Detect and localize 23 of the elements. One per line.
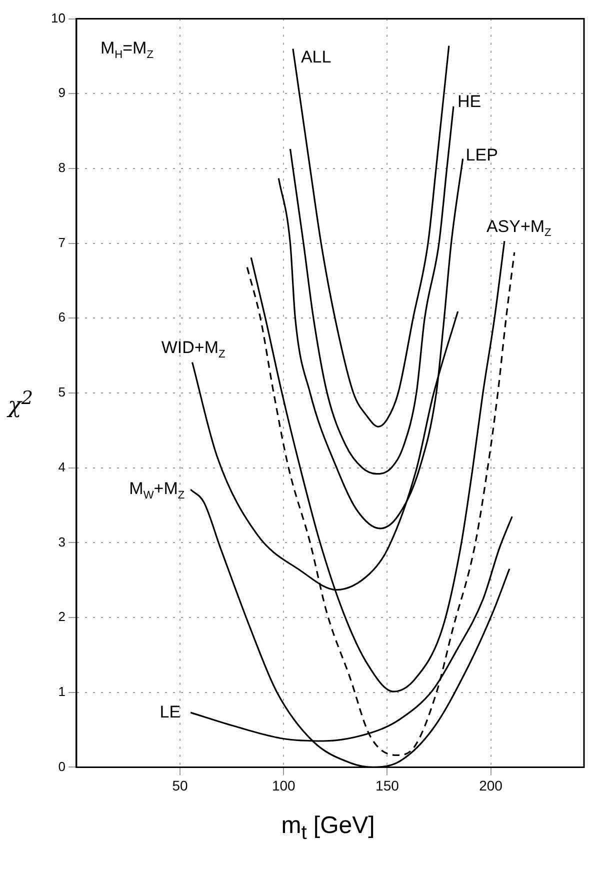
y-axis-title: χ$^{2}$ <box>8 388 34 418</box>
line-series <box>292 44 450 428</box>
series-label: HE <box>457 92 482 112</box>
y-tick-label: 8 <box>58 160 66 176</box>
x-axis-title: m$_{t}$ [GeV] <box>280 812 376 845</box>
series-label: LE <box>160 702 181 722</box>
x-tick-label: 100 <box>272 777 296 794</box>
x-tick-label: 50 <box>172 777 188 794</box>
y-tick-label: 0 <box>58 758 66 774</box>
y-tick-label: 2 <box>58 609 66 624</box>
series-label: ALL <box>300 47 332 66</box>
y-tick-label: 10 <box>50 10 66 26</box>
y-tick-label: 7 <box>58 234 66 250</box>
x-tick-label: 150 <box>376 777 400 794</box>
y-tick-label: 9 <box>58 85 66 100</box>
series-label: LEP <box>466 145 498 164</box>
line-series <box>289 106 454 475</box>
y-tick-label: 6 <box>58 310 66 325</box>
y-tick-label: 1 <box>58 684 66 699</box>
y-tick-label: 3 <box>58 534 66 550</box>
y-tick-label: 4 <box>58 459 66 474</box>
x-tick-label: 200 <box>479 777 503 794</box>
y-tick-label: 5 <box>58 384 66 400</box>
